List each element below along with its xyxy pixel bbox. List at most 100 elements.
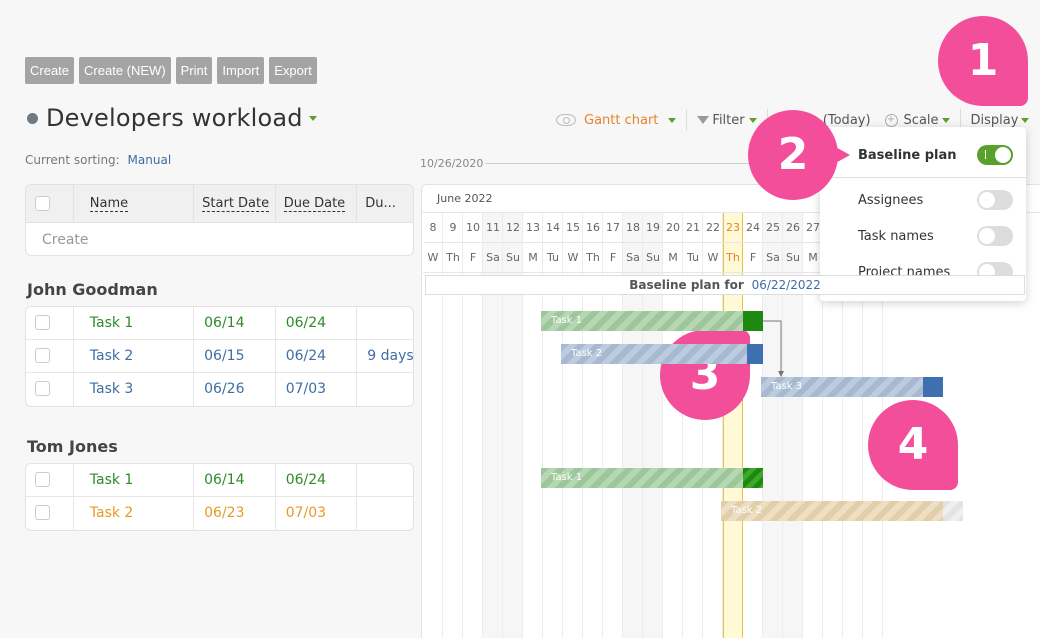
export-button[interactable]: Export	[269, 57, 317, 84]
chevron-down-icon	[1021, 117, 1030, 123]
day-weekday: F	[743, 243, 763, 273]
day-column	[603, 213, 623, 638]
create-button[interactable]: Create	[25, 57, 75, 84]
day-weekday: Th	[583, 243, 603, 273]
day-weekday: F	[603, 243, 623, 273]
zoom-icon: +	[884, 113, 898, 127]
gantt-chart[interactable]: June 2022 Baseline plan for 06/22/2022 T…	[421, 184, 1040, 638]
column-header-due-date[interactable]: Due Date	[276, 185, 358, 222]
task-name[interactable]: Task 2	[74, 497, 195, 530]
day-number: 20	[663, 213, 683, 243]
gantt-bar-progress[interactable]	[743, 311, 763, 331]
select-all-checkbox[interactable]	[35, 196, 50, 211]
day-number: 14	[543, 213, 563, 243]
day-number: 25	[763, 213, 783, 243]
gantt-bar[interactable]: Task 1	[541, 468, 743, 488]
day-weekday: Th	[443, 243, 463, 273]
task-start-date: 06/14	[194, 307, 276, 339]
print-button[interactable]: Print	[175, 57, 213, 84]
gantt-bar-progress[interactable]	[743, 468, 763, 488]
inline-create-row[interactable]: Create	[42, 232, 89, 248]
baseline-plan-toggle[interactable]	[977, 145, 1013, 165]
import-button[interactable]: Import	[217, 57, 265, 84]
column-header-start-date[interactable]: Start Date	[194, 185, 276, 222]
task-name[interactable]: Task 2	[74, 340, 195, 372]
day-column	[443, 213, 463, 638]
baseline-label: Baseline plan for	[629, 278, 744, 292]
day-number: 13	[523, 213, 543, 243]
assignees-toggle[interactable]	[977, 190, 1013, 210]
task-start-date: 06/26	[194, 373, 276, 406]
column-header-name[interactable]: Name	[74, 185, 195, 222]
annotation-badge-2: 2	[748, 110, 850, 200]
sorting-value-link[interactable]: Manual	[127, 153, 172, 167]
day-number: 12	[503, 213, 523, 243]
gantt-bar[interactable]: Task 2	[561, 344, 747, 364]
baseline-date-link[interactable]: 06/22/2022	[751, 278, 821, 292]
table-row[interactable]: Task 2 06/23 07/03	[26, 497, 413, 530]
row-checkbox[interactable]	[35, 505, 50, 520]
divider	[959, 109, 961, 131]
table-row[interactable]: Task 3 06/26 07/03	[26, 373, 413, 406]
table-row[interactable]: Task 1 06/14 06/24	[26, 464, 413, 497]
row-checkbox[interactable]	[35, 381, 50, 396]
gantt-bar-progress[interactable]	[923, 377, 943, 397]
day-column	[783, 213, 803, 638]
filter-button[interactable]: Filter	[697, 112, 757, 128]
filter-label: Filter	[712, 112, 745, 128]
day-weekday: Sa	[483, 243, 503, 273]
day-weekday: M	[803, 243, 823, 273]
task-duration	[357, 373, 413, 406]
gantt-bar-progress[interactable]	[747, 344, 763, 364]
table-row[interactable]: Task 2 06/15 06/24 9 days	[26, 340, 413, 373]
task-start-date: 06/15	[194, 340, 276, 372]
day-weekday: Su	[783, 243, 803, 273]
task-name[interactable]: Task 1	[74, 464, 195, 496]
day-weekday: Sa	[623, 243, 643, 273]
task-duration	[357, 307, 413, 339]
display-label: Display	[970, 112, 1019, 128]
day-weekday: M	[523, 243, 543, 273]
gantt-chart-view-button[interactable]: Gantt chart	[556, 113, 677, 128]
task-start-date: 06/23	[194, 497, 276, 530]
filter-icon	[697, 116, 710, 124]
scale-button[interactable]: + Scale	[884, 113, 950, 128]
day-column	[543, 213, 563, 638]
create-new-button[interactable]: Create (NEW)	[79, 57, 171, 84]
task-due-date: 06/24	[276, 307, 358, 339]
day-weekday: W	[703, 243, 723, 273]
task-name[interactable]: Task 1	[74, 307, 195, 339]
select-all-cell	[26, 185, 74, 222]
day-column	[583, 213, 603, 638]
task-names-toggle[interactable]	[977, 226, 1013, 246]
day-weekday: Tu	[543, 243, 563, 273]
day-column	[823, 213, 843, 638]
gantt-bar[interactable]: Task 1	[541, 311, 743, 331]
column-header-duration[interactable]: Du...	[365, 196, 396, 211]
gantt-bar[interactable]: Task 2	[721, 501, 943, 521]
eye-icon	[556, 114, 576, 126]
table-row[interactable]: Task 1 06/14 06/24	[26, 307, 413, 340]
day-number: 11	[483, 213, 503, 243]
row-checkbox[interactable]	[35, 472, 50, 487]
row-checkbox[interactable]	[35, 315, 50, 330]
day-weekday: M	[663, 243, 683, 273]
day-column	[803, 213, 823, 638]
day-column	[523, 213, 543, 638]
page-title-wrap[interactable]: Developers workload	[27, 104, 317, 132]
task-due-date: 07/03	[276, 373, 358, 406]
task-due-date: 06/24	[276, 340, 358, 372]
task-grid-header: Name Start Date Due Date Du... Create	[25, 184, 414, 256]
gantt-bar-baseline	[943, 501, 963, 521]
sorting-label: Current sorting:	[25, 153, 120, 167]
day-column	[703, 213, 723, 638]
chevron-down-icon[interactable]	[308, 115, 317, 121]
display-button[interactable]: Display	[971, 113, 1030, 128]
gantt-bar[interactable]: Task 3	[761, 377, 923, 397]
day-number: 10	[463, 213, 483, 243]
day-column	[683, 213, 703, 638]
task-name[interactable]: Task 3	[74, 373, 195, 406]
row-checkbox[interactable]	[35, 348, 50, 363]
page-title: Developers workload	[46, 104, 303, 132]
day-number: 8	[423, 213, 443, 243]
